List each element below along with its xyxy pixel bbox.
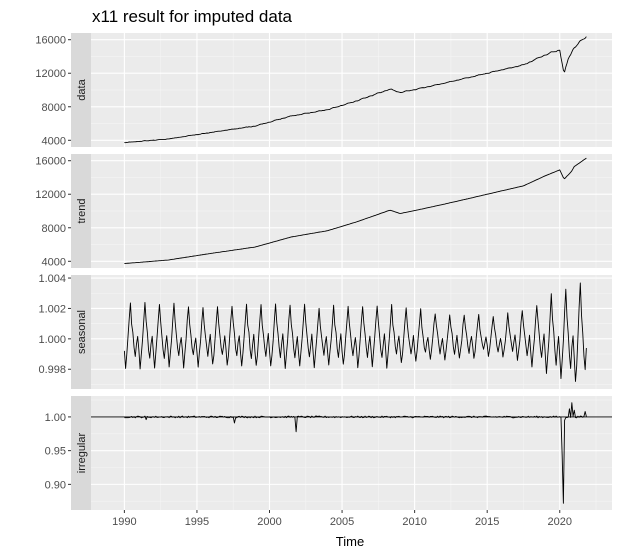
y-tick-label: 12000 <box>35 189 66 201</box>
y-tick-label: 0.998 <box>38 364 66 376</box>
y-tick-label: 1.00 <box>45 412 66 424</box>
x-tick-label: 2020 <box>548 516 572 528</box>
x-tick-label: 1995 <box>185 516 209 528</box>
x-tick-label: 2005 <box>330 516 354 528</box>
x-tick-label: 2015 <box>475 516 499 528</box>
y-tick-label: 8000 <box>42 223 66 235</box>
y-tick-label: 1.002 <box>38 303 66 315</box>
panel-trend: trend 4000 8000 12000 16000 <box>35 154 612 268</box>
strip-label-data: data <box>76 78 88 100</box>
panel-seasonal: seasonal 0.998 1.000 1.002 1.004 <box>38 273 612 389</box>
x-axis-title: Time <box>336 534 364 549</box>
series-line-trend <box>124 157 587 264</box>
gridlines <box>91 33 612 147</box>
series-line-data <box>124 36 587 144</box>
y-tick-label: 1.000 <box>38 334 66 346</box>
panel-background <box>91 275 612 389</box>
strip-data <box>71 33 91 147</box>
strip-label-irregular: irregular <box>76 432 88 473</box>
strip-label-seasonal: seasonal <box>76 310 88 354</box>
x-tick-label: 1990 <box>112 516 136 528</box>
panel-background <box>91 396 612 510</box>
y-tick-label: 16000 <box>35 156 66 168</box>
panel-irregular: irregular 0.90 0.95 1.00 <box>45 396 612 510</box>
strip-label-trend: trend <box>76 198 88 223</box>
y-tick-label: 12000 <box>35 68 66 80</box>
y-tick-label: 4000 <box>42 135 66 147</box>
strip-seasonal <box>71 275 91 389</box>
y-tick-label: 0.90 <box>45 479 66 491</box>
x-tick-label: 2010 <box>402 516 426 528</box>
panel-data: data 4000 8000 12000 16000 <box>35 33 612 147</box>
y-tick-label: 1.004 <box>38 273 66 285</box>
y-tick-label: 8000 <box>42 102 66 114</box>
y-tick-label: 4000 <box>42 256 66 268</box>
chart-title: x11 result for imputed data <box>92 7 293 26</box>
series-line-seasonal <box>123 282 587 382</box>
gridlines <box>91 154 612 268</box>
y-tick-label: 16000 <box>35 35 66 47</box>
strip-irregular <box>71 396 91 510</box>
strip-trend <box>71 154 91 268</box>
y-tick-label: 0.95 <box>45 446 66 458</box>
x-tick-label: 2000 <box>257 516 281 528</box>
